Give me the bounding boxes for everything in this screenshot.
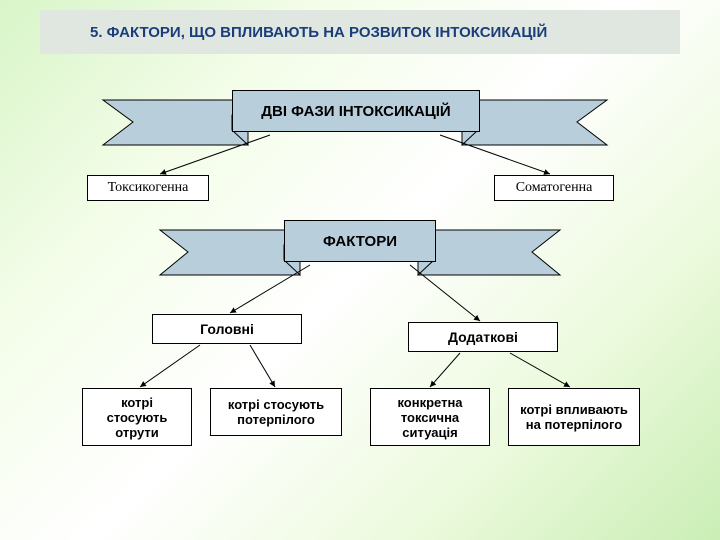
box-toxicogenic: Токсикогенна bbox=[87, 175, 209, 201]
box-somatogenic-label: Соматогенна bbox=[516, 180, 593, 196]
box-victim-rel: котрі стосують потерпілого bbox=[210, 388, 342, 436]
title-bar: 5. ФАКТОРИ, ЩО ВПЛИВАЮТЬ НА РОЗВИТОК ІНТ… bbox=[40, 10, 680, 54]
box-situation: конкретна токсична ситуація bbox=[370, 388, 490, 446]
box-situation-label: конкретна токсична ситуація bbox=[377, 395, 483, 440]
ribbon-phases-tails bbox=[0, 0, 720, 540]
connector-arrows bbox=[0, 0, 720, 540]
box-poison: котрі стосують отрути bbox=[82, 388, 192, 446]
box-affect-victim-label: котрі впливають на потерпілого bbox=[515, 402, 633, 432]
box-main: Головні bbox=[152, 314, 302, 344]
ribbon-factors-label: ФАКТОРИ bbox=[323, 233, 397, 250]
ribbon-factors-tails bbox=[0, 0, 720, 540]
box-victim-rel-label: котрі стосують потерпілого bbox=[217, 397, 335, 427]
box-main-label: Головні bbox=[200, 321, 254, 337]
box-toxicogenic-label: Токсикогенна bbox=[108, 180, 189, 196]
box-somatogenic: Соматогенна bbox=[494, 175, 614, 201]
box-poison-label: котрі стосують отрути bbox=[89, 395, 185, 440]
page-title: 5. ФАКТОРИ, ЩО ВПЛИВАЮТЬ НА РОЗВИТОК ІНТ… bbox=[90, 24, 547, 41]
box-affect-victim: котрі впливають на потерпілого bbox=[508, 388, 640, 446]
ribbon-phases: ДВІ ФАЗИ ІНТОКСИКАЦІЙ bbox=[232, 90, 480, 132]
box-additional-label: Додаткові bbox=[448, 329, 518, 345]
box-additional: Додаткові bbox=[408, 322, 558, 352]
ribbon-factors: ФАКТОРИ bbox=[284, 220, 436, 262]
ribbon-phases-label: ДВІ ФАЗИ ІНТОКСИКАЦІЙ bbox=[261, 103, 450, 120]
